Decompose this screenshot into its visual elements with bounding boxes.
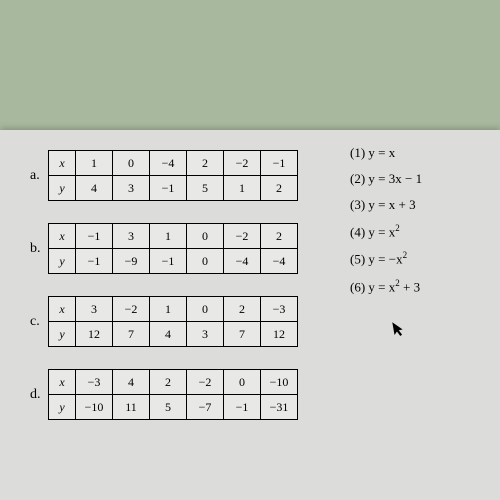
y-header: y (49, 176, 76, 201)
cell: −10 (76, 395, 113, 420)
cell: 0 (187, 249, 224, 274)
cell: 1 (150, 224, 187, 249)
y-header: y (49, 249, 76, 274)
cell: 3 (187, 322, 224, 347)
table-label-c: c. (30, 314, 48, 330)
cell: 4 (113, 370, 150, 395)
cursor-icon (391, 319, 409, 344)
equation-3: (3) y = x + 3 (350, 197, 422, 213)
cell: 3 (113, 176, 150, 201)
cell: 2 (261, 176, 298, 201)
cell: 1 (76, 151, 113, 176)
cell: 11 (113, 395, 150, 420)
table-row: x −1 3 1 0 −2 2 (49, 224, 298, 249)
cell: 12 (76, 322, 113, 347)
table-row: y −10 11 5 −7 −1 −31 (49, 395, 298, 420)
eq5-sup: 2 (403, 250, 408, 260)
cell: 3 (76, 297, 113, 322)
cell: 0 (187, 224, 224, 249)
table-a: x 1 0 −4 2 −2 −1 y 4 3 −1 5 1 2 (48, 150, 298, 201)
eq6-post: + 3 (400, 279, 420, 294)
table-block-a: a. x 1 0 −4 2 −2 −1 y 4 3 −1 5 1 (30, 150, 298, 201)
table-block-d: d. x −3 4 2 −2 0 −10 y −10 11 5 −7 − (30, 369, 298, 420)
cell: −1 (150, 176, 187, 201)
equation-4: (4) y = x2 (350, 223, 422, 240)
table-row: y 4 3 −1 5 1 2 (49, 176, 298, 201)
worksheet-paper: a. x 1 0 −4 2 −2 −1 y 4 3 −1 5 1 (0, 130, 500, 500)
cell: 5 (150, 395, 187, 420)
eq4-sup: 2 (395, 223, 400, 233)
cell: 4 (76, 176, 113, 201)
cell: 7 (224, 322, 261, 347)
cell: −1 (150, 249, 187, 274)
equation-6: (6) y = x2 + 3 (350, 278, 422, 295)
cell: −2 (224, 151, 261, 176)
table-block-c: c. x 3 −2 1 0 2 −3 y 12 7 4 3 7 (30, 296, 298, 347)
eq6-pre: (6) y = x (350, 279, 395, 294)
cell: 12 (261, 322, 298, 347)
cell: −31 (261, 395, 298, 420)
eq4-pre: (4) y = x (350, 224, 395, 239)
table-row: x 1 0 −4 2 −2 −1 (49, 151, 298, 176)
table-block-b: b. x −1 3 1 0 −2 2 y −1 −9 −1 0 −4 (30, 223, 298, 274)
cell: −3 (76, 370, 113, 395)
cell: −4 (150, 151, 187, 176)
equations-list: (1) y = x (2) y = 3x − 1 (3) y = x + 3 (… (350, 145, 422, 305)
cell: 3 (113, 224, 150, 249)
cell: −1 (76, 249, 113, 274)
table-label-b: b. (30, 241, 48, 257)
x-header: x (49, 370, 76, 395)
cell: −10 (261, 370, 298, 395)
cell: 2 (187, 151, 224, 176)
cell: −4 (224, 249, 261, 274)
cell: 4 (150, 322, 187, 347)
table-row: y −1 −9 −1 0 −4 −4 (49, 249, 298, 274)
cell: −1 (261, 151, 298, 176)
y-header: y (49, 395, 76, 420)
cell: −4 (261, 249, 298, 274)
cell: 1 (224, 176, 261, 201)
cell: −1 (224, 395, 261, 420)
cell: 2 (224, 297, 261, 322)
cell: −9 (113, 249, 150, 274)
table-label-d: d. (30, 387, 48, 403)
table-row: y 12 7 4 3 7 12 (49, 322, 298, 347)
table-c: x 3 −2 1 0 2 −3 y 12 7 4 3 7 12 (48, 296, 298, 347)
cell: −3 (261, 297, 298, 322)
table-d: x −3 4 2 −2 0 −10 y −10 11 5 −7 −1 −31 (48, 369, 298, 420)
cell: 2 (150, 370, 187, 395)
table-row: x −3 4 2 −2 0 −10 (49, 370, 298, 395)
equation-2: (2) y = 3x − 1 (350, 171, 422, 187)
equation-1: (1) y = x (350, 145, 422, 161)
cell: 0 (113, 151, 150, 176)
table-row: x 3 −2 1 0 2 −3 (49, 297, 298, 322)
cell: −2 (113, 297, 150, 322)
eq5-pre: (5) y = −x (350, 252, 403, 267)
equation-5: (5) y = −x2 (350, 250, 422, 267)
cell: −7 (187, 395, 224, 420)
cell: −2 (187, 370, 224, 395)
cell: 7 (113, 322, 150, 347)
cell: 0 (187, 297, 224, 322)
table-label-a: a. (30, 168, 48, 184)
cell: −1 (76, 224, 113, 249)
tables-area: a. x 1 0 −4 2 −2 −1 y 4 3 −1 5 1 (30, 150, 298, 442)
x-header: x (49, 151, 76, 176)
table-b: x −1 3 1 0 −2 2 y −1 −9 −1 0 −4 −4 (48, 223, 298, 274)
cell: 2 (261, 224, 298, 249)
x-header: x (49, 224, 76, 249)
cell: 5 (187, 176, 224, 201)
y-header: y (49, 322, 76, 347)
x-header: x (49, 297, 76, 322)
cell: 1 (150, 297, 187, 322)
cell: −2 (224, 224, 261, 249)
cell: 0 (224, 370, 261, 395)
